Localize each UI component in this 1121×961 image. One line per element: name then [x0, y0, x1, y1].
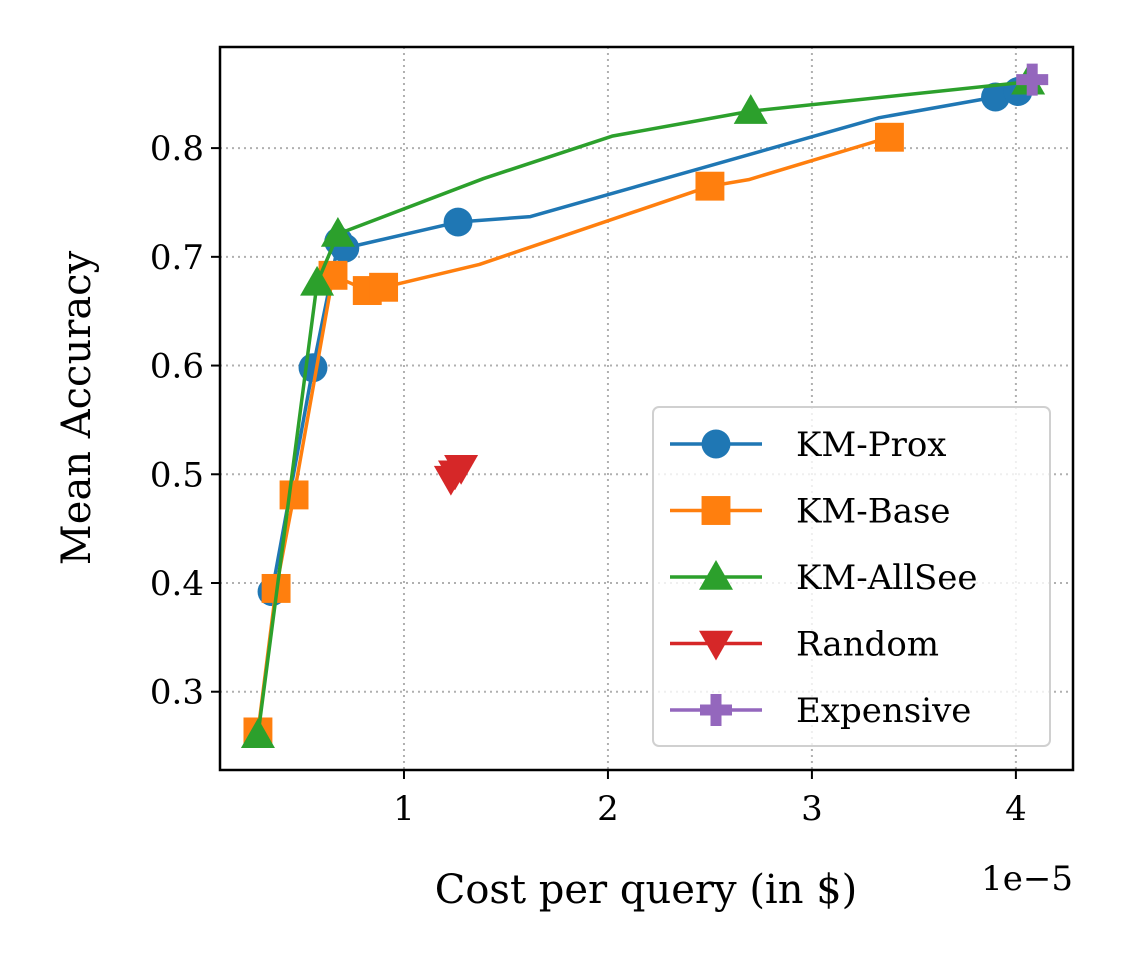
y-tick-label: 0.6 [150, 347, 204, 387]
legend-label: KM-Prox [796, 425, 946, 465]
legend-label: Random [796, 625, 939, 665]
legend-marker [701, 429, 731, 459]
legend-box [652, 406, 1051, 747]
legend: KM-Prox KM-Base KM-AllSee Random Expensive [652, 406, 1051, 747]
y-tick-label: 0.7 [150, 238, 204, 278]
legend-marker [701, 496, 731, 525]
legend-label: KM-Base [796, 492, 951, 532]
y-axis-label: Mean Accuracy [54, 250, 100, 565]
legend-label: KM-AllSee [796, 558, 978, 598]
data-point [1016, 63, 1049, 96]
x-tick-label: 4 [1005, 789, 1027, 829]
legend-marker [700, 694, 732, 726]
data-point [981, 82, 1010, 112]
data-point [369, 272, 399, 302]
y-tick-label: 0.5 [150, 455, 204, 495]
series-expensive [1016, 63, 1049, 96]
x-tick-label: 3 [801, 789, 823, 829]
data-point [298, 353, 328, 383]
data-point [695, 171, 725, 201]
series-random [433, 455, 479, 496]
data-point [733, 94, 768, 124]
x-axis-label: Cost per query (in $) [435, 867, 858, 913]
data-point [443, 207, 473, 237]
plot-frame [218, 45, 1075, 772]
series-layer [240, 63, 1049, 748]
y-tick-label: 0.4 [150, 564, 204, 604]
legend-marker [699, 560, 733, 590]
y-tick-label: 0.3 [150, 673, 204, 713]
data-point [874, 122, 904, 152]
x-tick-label: 1 [393, 789, 415, 829]
data-point [320, 217, 355, 247]
ticks: 1 2 3 4 0.3 0.4 0.5 0.6 0.7 0.8 [150, 129, 1027, 829]
data-point [300, 265, 335, 296]
data-point [240, 718, 275, 748]
x-tick-label: 2 [597, 789, 619, 829]
x-scale-label: 1e−5 [981, 859, 1073, 899]
data-point [444, 455, 479, 485]
legend-label: Expensive [796, 691, 971, 731]
y-tick-label: 0.8 [150, 129, 204, 169]
legend-marker [699, 630, 733, 661]
data-point [279, 480, 309, 510]
